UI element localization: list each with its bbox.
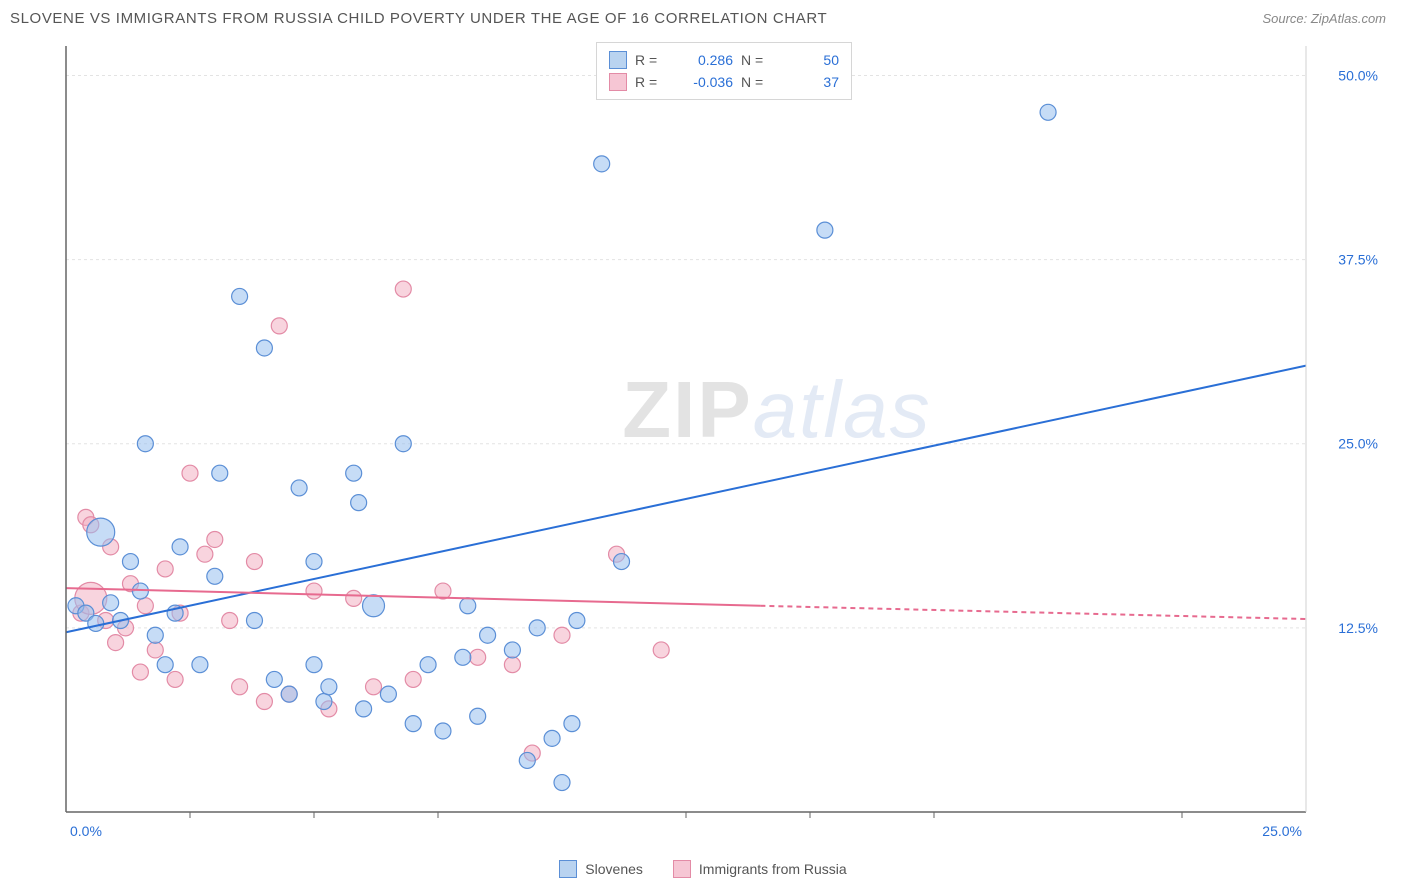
legend-row-slovenes: R = 0.286 N = 50 bbox=[609, 49, 839, 71]
legend-swatch bbox=[559, 860, 577, 878]
legend-item-immigrants: Immigrants from Russia bbox=[673, 860, 847, 878]
chart-header: SLOVENE VS IMMIGRANTS FROM RUSSIA CHILD … bbox=[0, 0, 1406, 33]
r-value: -0.036 bbox=[673, 74, 733, 90]
series-legend: Slovenes Immigrants from Russia bbox=[0, 860, 1406, 878]
r-label: R = bbox=[635, 52, 665, 68]
legend-swatch bbox=[609, 51, 627, 69]
chart-title: SLOVENE VS IMMIGRANTS FROM RUSSIA CHILD … bbox=[10, 10, 827, 27]
svg-text:50.0%: 50.0% bbox=[1338, 67, 1378, 83]
r-value: 0.286 bbox=[673, 52, 733, 68]
n-label: N = bbox=[741, 52, 771, 68]
plot-area: 12.5%25.0%37.5%50.0%0.0%25.0% ZIPatlas R… bbox=[62, 42, 1386, 842]
source-attribution: Source: ZipAtlas.com bbox=[1262, 11, 1386, 26]
scatter-plot-svg: 12.5% 25.0% 37.5% 50.0% 0.0% 25.0% bbox=[62, 42, 1386, 842]
r-label: R = bbox=[635, 74, 665, 90]
n-value: 50 bbox=[779, 52, 839, 68]
n-value: 37 bbox=[779, 74, 839, 90]
legend-label: Immigrants from Russia bbox=[699, 861, 847, 877]
legend-row-immigrants: R = -0.036 N = 37 bbox=[609, 71, 839, 93]
legend-swatch bbox=[609, 73, 627, 91]
legend-swatch bbox=[673, 860, 691, 878]
n-label: N = bbox=[741, 74, 771, 90]
correlation-legend: R = 0.286 N = 50 R = -0.036 N = 37 bbox=[596, 42, 852, 100]
svg-text:12.5%: 12.5% bbox=[1338, 620, 1378, 636]
legend-label: Slovenes bbox=[585, 861, 643, 877]
svg-text:25.0%: 25.0% bbox=[1338, 436, 1378, 452]
svg-text:25.0%: 25.0% bbox=[1262, 823, 1302, 839]
legend-item-slovenes: Slovenes bbox=[559, 860, 643, 878]
svg-text:0.0%: 0.0% bbox=[70, 823, 102, 839]
chart-container: Child Poverty Under the Age of 16 12.5%2… bbox=[30, 42, 1386, 842]
svg-text:37.5%: 37.5% bbox=[1338, 252, 1378, 268]
